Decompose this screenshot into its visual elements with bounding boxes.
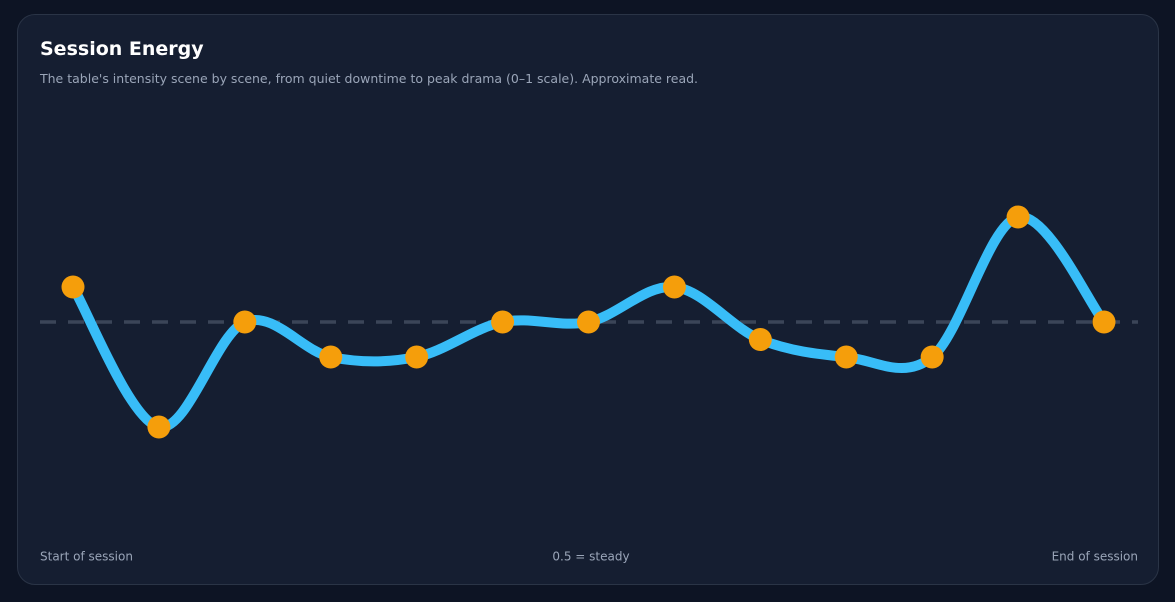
data-point [920,345,944,369]
data-point [834,345,858,369]
data-point [405,345,429,369]
data-point [662,275,686,299]
reference-label: 0.5 = steady [552,550,629,564]
data-point [61,275,85,299]
chart-subtitle: The table's intensity scene by scene, fr… [40,71,699,86]
data-point [1092,310,1116,334]
data-point [147,415,171,439]
start-label: Start of session [40,550,133,564]
chart-title: Session Energy [40,38,204,60]
data-point [319,345,343,369]
data-point [491,310,515,334]
data-point [1006,205,1030,229]
data-point [577,310,600,334]
data-point [748,328,772,351]
data-point [233,310,257,334]
end-label: End of session [1052,550,1138,564]
